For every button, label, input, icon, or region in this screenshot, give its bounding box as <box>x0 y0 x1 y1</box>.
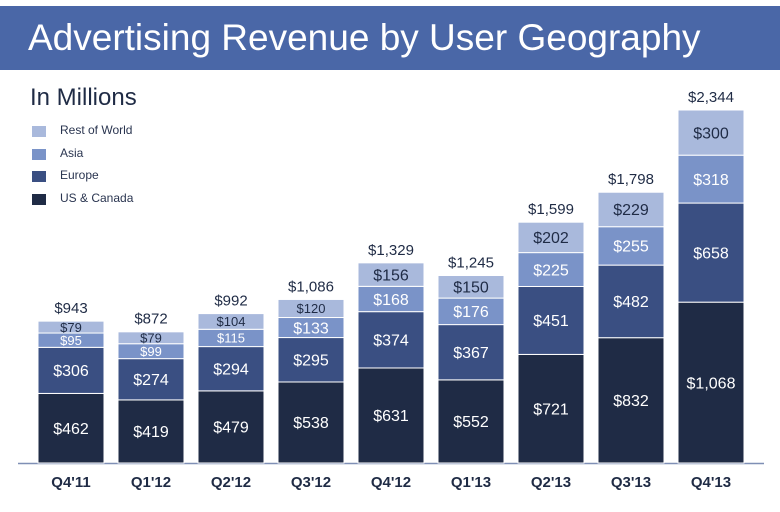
data-label-us-canada: $479 <box>213 420 249 437</box>
total-label: $1,245 <box>448 255 494 272</box>
data-label-europe: $295 <box>293 353 329 370</box>
data-label-europe: $367 <box>453 345 489 362</box>
bar-segment-rest-of-world <box>357 262 425 287</box>
data-label-asia: $225 <box>533 262 569 279</box>
bar-segment-rest-of-world <box>677 109 745 156</box>
bar-segment-asia <box>517 252 585 287</box>
x-tick-label: Q2'13 <box>531 474 571 491</box>
bar-segment-rest-of-world <box>117 331 185 345</box>
bar-segment-europe <box>677 202 745 303</box>
data-label-asia: $95 <box>60 333 82 348</box>
bar-segment-asia <box>357 285 425 313</box>
data-label-europe: $482 <box>613 294 649 311</box>
legend-label-asia: Asia <box>60 145 84 160</box>
legend-label-us-canada: US & Canada <box>60 190 134 205</box>
data-label-us-canada: $832 <box>613 393 649 410</box>
x-tick-label: Q4'13 <box>691 474 731 491</box>
chart-subtitle: In Millions <box>30 84 137 111</box>
bar-segment-europe <box>517 286 585 355</box>
data-label-rest-of-world: $79 <box>140 330 162 345</box>
data-label-europe: $658 <box>693 245 729 262</box>
bar-segment-europe <box>197 346 265 392</box>
total-label: $1,599 <box>528 201 574 218</box>
legend-swatch-rest-of-world <box>32 126 46 137</box>
title-bar: Advertising Revenue by User Geography <box>0 6 780 70</box>
data-label-us-canada: $552 <box>453 414 489 431</box>
data-label-us-canada: $462 <box>53 421 89 438</box>
bar-segment-europe <box>117 358 185 401</box>
total-label: $943 <box>54 300 87 317</box>
bar-segment-rest-of-world <box>37 320 105 334</box>
bar-segment-rest-of-world <box>597 191 665 228</box>
bar-segment-asia <box>677 154 745 204</box>
x-tick-label: Q2'12 <box>211 474 251 491</box>
legend-swatch-asia <box>32 148 46 160</box>
bar-segment-us-canada <box>197 390 265 464</box>
total-label: $1,086 <box>288 278 334 295</box>
bar-segment-us-canada <box>597 337 665 464</box>
bar-segment-us-canada <box>437 379 505 464</box>
data-label-europe: $306 <box>53 363 89 380</box>
bar-segment-us-canada <box>517 353 585 464</box>
legend-label-europe: Europe <box>60 168 99 182</box>
data-label-rest-of-world: $150 <box>453 280 489 297</box>
total-label: $1,798 <box>608 171 654 188</box>
data-label-rest-of-world: $79 <box>60 320 82 335</box>
legend-swatch-us-canada <box>32 193 46 205</box>
bar-segment-europe <box>437 324 505 381</box>
data-label-asia: $99 <box>140 344 162 359</box>
x-tick-label: Q4'11 <box>51 474 90 491</box>
data-label-us-canada: $631 <box>373 408 409 425</box>
data-label-europe: $274 <box>133 372 169 389</box>
x-tick-label: Q3'12 <box>291 474 331 491</box>
data-label-asia: $176 <box>453 304 489 321</box>
bar-segment-us-canada <box>277 381 345 464</box>
data-label-europe: $374 <box>373 333 409 350</box>
data-label-us-canada: $1,068 <box>687 375 736 392</box>
data-label-asia: $318 <box>693 172 729 189</box>
data-label-europe: $451 <box>533 313 569 330</box>
data-label-rest-of-world: $120 <box>297 301 326 316</box>
total-label: $992 <box>214 293 247 310</box>
bar-segment-asia <box>597 226 665 266</box>
data-label-asia: $168 <box>373 292 409 309</box>
chart-title: Advertising Revenue by User Geography <box>28 17 701 58</box>
x-tick-label: Q3'13 <box>611 474 651 491</box>
total-label: $872 <box>134 311 167 328</box>
bar-segment-us-canada <box>677 301 745 464</box>
total-label: $1,329 <box>368 242 414 259</box>
total-label: $2,344 <box>688 89 734 106</box>
data-label-asia: $255 <box>613 239 649 256</box>
data-label-rest-of-world: $202 <box>533 230 569 247</box>
data-label-us-canada: $419 <box>133 424 169 441</box>
bar-segment-rest-of-world <box>517 221 585 254</box>
bar-segment-rest-of-world <box>437 275 505 299</box>
data-label-rest-of-world: $104 <box>217 314 246 329</box>
data-label-asia: $133 <box>293 320 329 337</box>
legend-label-rest-of-world: Rest of World <box>60 123 133 137</box>
x-tick-label: Q4'12 <box>371 474 411 491</box>
bar-segment-us-canada <box>357 367 425 464</box>
data-label-rest-of-world: $300 <box>693 125 729 142</box>
data-label-europe: $294 <box>213 361 249 378</box>
bar-segment-rest-of-world <box>277 298 345 319</box>
data-label-asia: $115 <box>217 331 245 346</box>
bar-segment-asia <box>437 297 505 326</box>
legend-swatch-europe <box>32 171 46 182</box>
data-label-us-canada: $721 <box>533 401 569 418</box>
x-tick-label: Q1'12 <box>131 474 171 491</box>
bar-segment-rest-of-world <box>197 313 265 330</box>
bar-segment-europe <box>277 337 345 383</box>
data-label-us-canada: $538 <box>293 415 329 432</box>
x-tick-label: Q1'13 <box>451 474 491 491</box>
bar-segment-us-canada <box>117 399 185 464</box>
bar-segment-europe <box>357 311 425 369</box>
data-label-rest-of-world: $156 <box>373 267 409 284</box>
data-label-rest-of-world: $229 <box>613 202 649 219</box>
